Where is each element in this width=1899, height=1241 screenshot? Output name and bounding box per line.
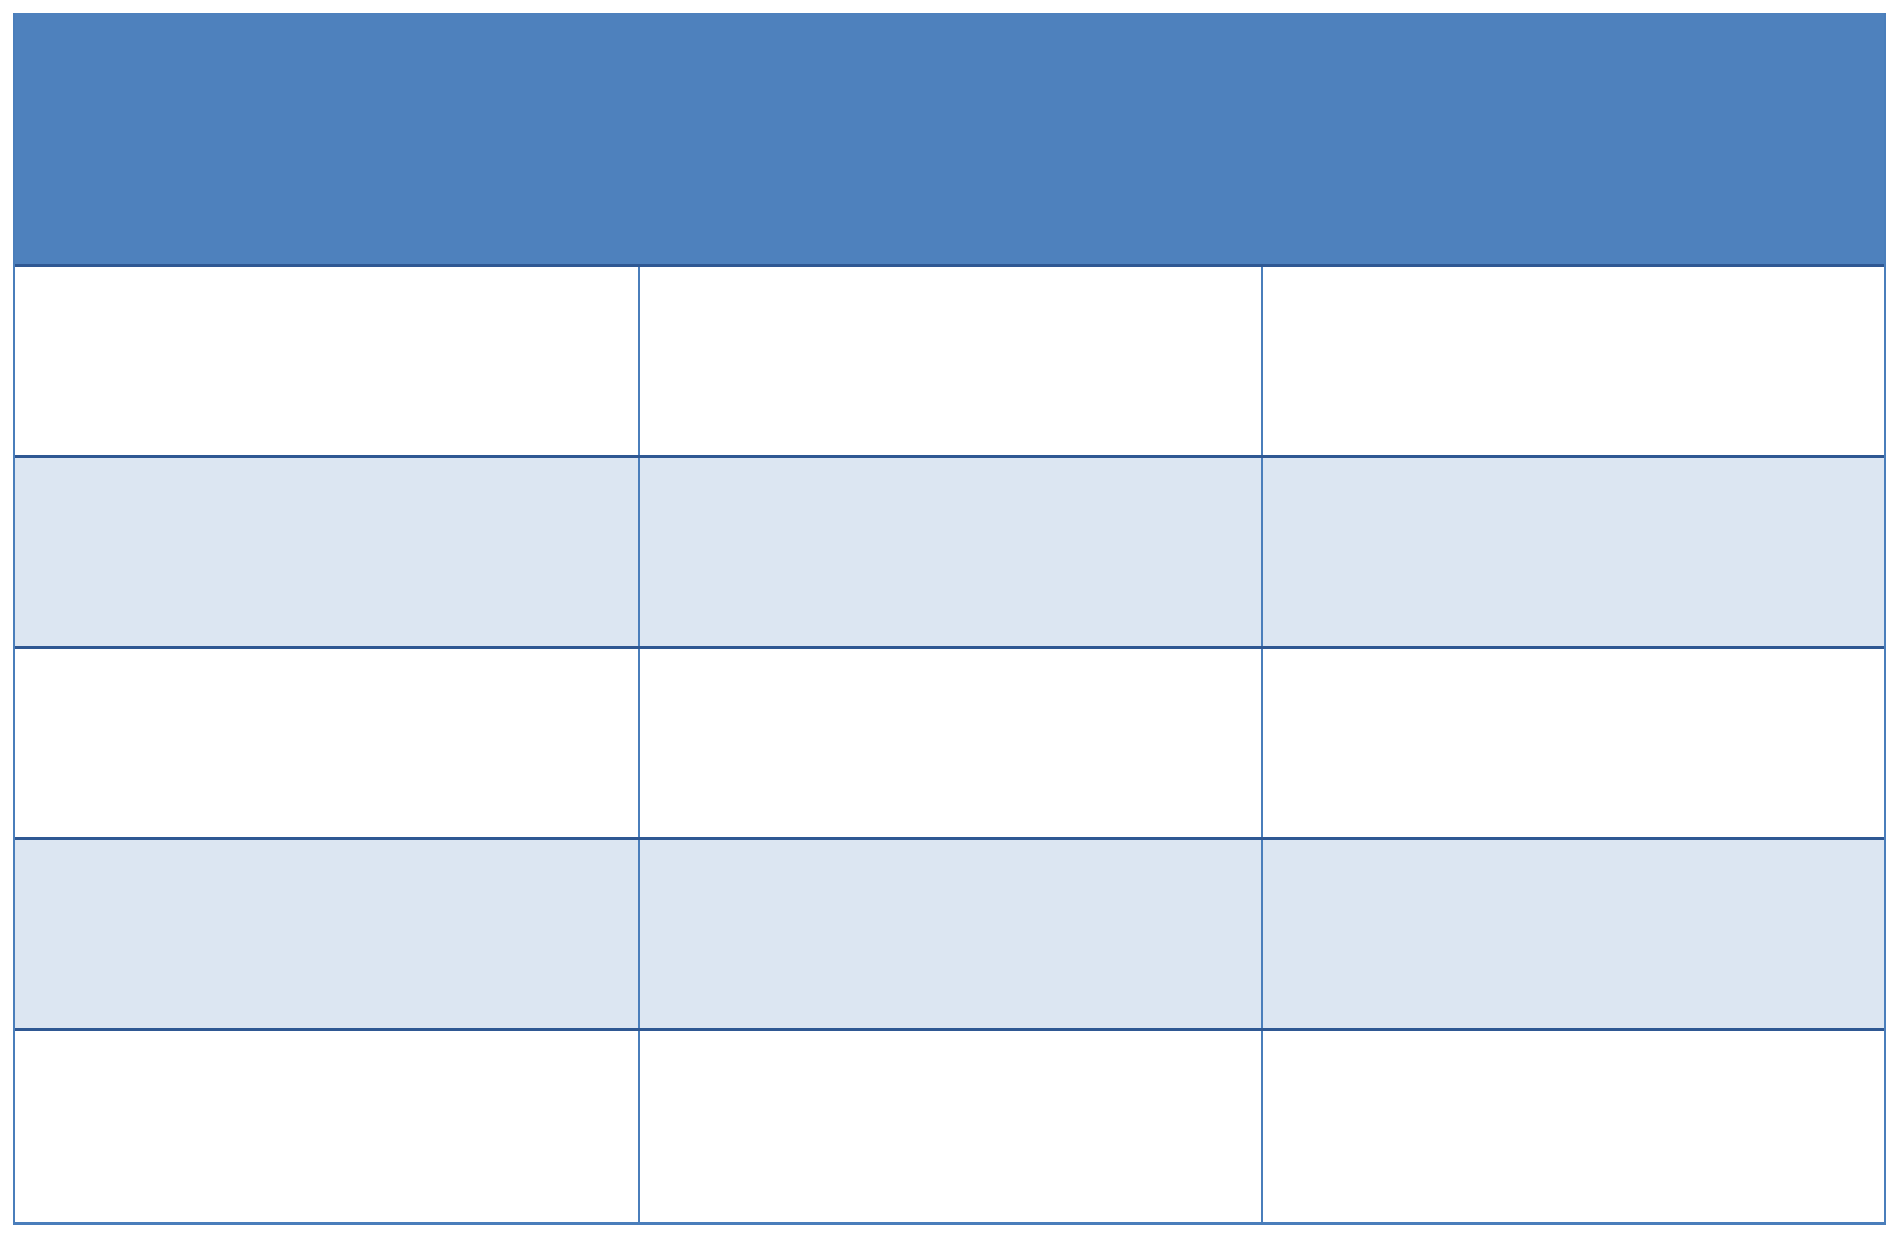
table-cell[interactable] <box>638 840 1261 1028</box>
table-cell[interactable] <box>15 267 638 455</box>
table-cell[interactable] <box>1261 458 1884 646</box>
table-row-1 <box>15 267 1884 458</box>
table-row-3 <box>15 649 1884 840</box>
table-cell[interactable] <box>15 840 638 1028</box>
table-cell[interactable] <box>15 1031 638 1222</box>
empty-table <box>13 13 1886 1225</box>
table-cell[interactable] <box>15 649 638 837</box>
table-cell[interactable] <box>1261 1031 1884 1222</box>
table-cell[interactable] <box>15 458 638 646</box>
table-row-5 <box>15 1031 1884 1222</box>
table-cell[interactable] <box>638 458 1261 646</box>
table-row-2 <box>15 458 1884 649</box>
table-row-4 <box>15 840 1884 1031</box>
table-header-row[interactable] <box>15 13 1884 267</box>
table-cell[interactable] <box>1261 649 1884 837</box>
table-cell[interactable] <box>638 649 1261 837</box>
table-cell[interactable] <box>638 1031 1261 1222</box>
table-cell[interactable] <box>638 267 1261 455</box>
table-cell[interactable] <box>1261 267 1884 455</box>
table-cell[interactable] <box>1261 840 1884 1028</box>
